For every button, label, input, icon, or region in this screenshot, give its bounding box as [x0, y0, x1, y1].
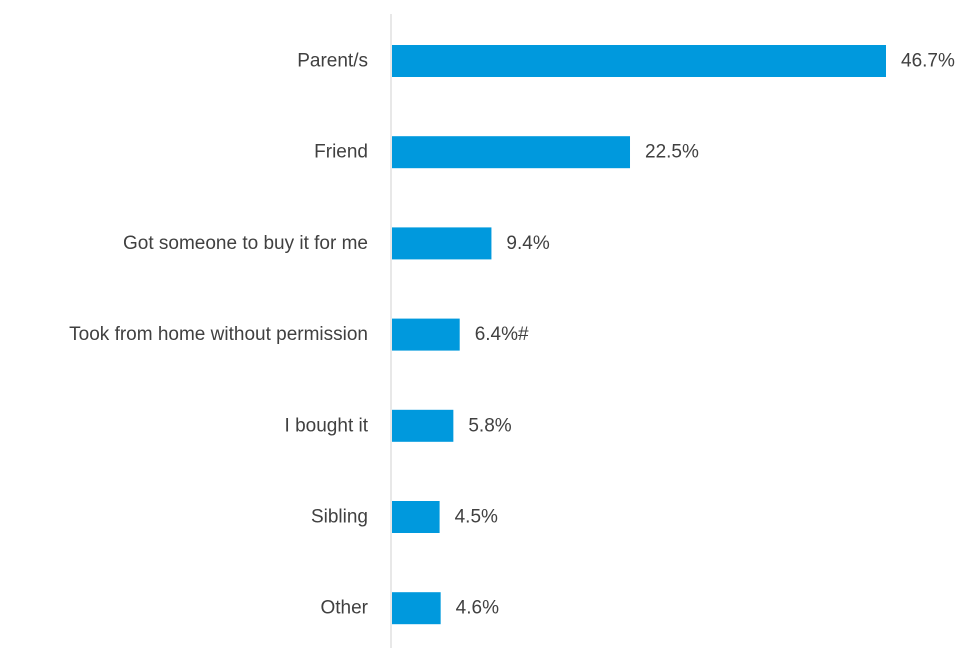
category-label-3: Took from home without permission	[69, 324, 368, 345]
category-labels-group: Parent/s Friend Got someone to buy it for …	[69, 51, 369, 619]
category-label-6: Other	[320, 598, 368, 619]
category-label-1: Friend	[314, 142, 368, 163]
bar-3	[392, 318, 460, 351]
bar-4	[392, 409, 454, 442]
value-label-4: 5.8%	[468, 415, 511, 436]
category-label-4: I bought it	[285, 415, 369, 436]
category-label-0: Parent/s	[297, 51, 368, 72]
bar-2	[392, 227, 492, 260]
value-labels-group: 46.7% 22.5% 9.4% 6.4%# 5.8% 4.5% 4.6%	[455, 51, 955, 619]
value-label-5: 4.5%	[455, 507, 498, 528]
bar-1	[392, 136, 631, 169]
value-label-0: 46.7%	[901, 51, 955, 72]
category-label-2: Got someone to buy it for me	[123, 233, 368, 254]
value-label-1: 22.5%	[645, 142, 699, 163]
bars-group	[392, 45, 886, 625]
bar-0	[392, 45, 886, 77]
value-label-2: 9.4%	[506, 233, 549, 254]
value-label-6: 4.6%	[456, 598, 499, 619]
bar-6	[392, 592, 441, 625]
bar-5	[392, 501, 440, 533]
value-label-3: 6.4%#	[475, 324, 529, 345]
category-label-5: Sibling	[311, 507, 368, 528]
